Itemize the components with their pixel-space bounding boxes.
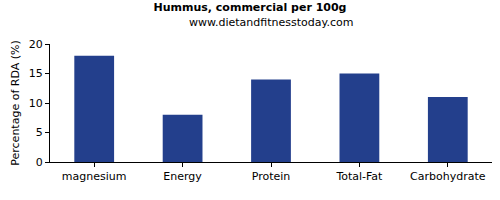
svg-text:10: 10	[29, 97, 43, 110]
svg-text:Carbohydrate: Carbohydrate	[410, 170, 486, 183]
svg-text:20: 20	[29, 38, 43, 51]
svg-text:Protein: Protein	[252, 170, 291, 183]
svg-text:15: 15	[29, 67, 43, 80]
svg-text:5: 5	[36, 126, 43, 139]
svg-text:magnesium: magnesium	[62, 170, 127, 183]
svg-text:Energy: Energy	[163, 170, 202, 183]
svg-text:0: 0	[36, 156, 43, 169]
svg-text:Hummus, commercial per 100g: Hummus, commercial per 100g	[154, 1, 347, 14]
svg-text:Total-Fat: Total-Fat	[335, 170, 383, 183]
svg-text:Percentage of RDA (%): Percentage of RDA (%)	[9, 40, 22, 165]
svg-text:www.dietandfitnesstoday.com: www.dietandfitnesstoday.com	[189, 16, 353, 29]
